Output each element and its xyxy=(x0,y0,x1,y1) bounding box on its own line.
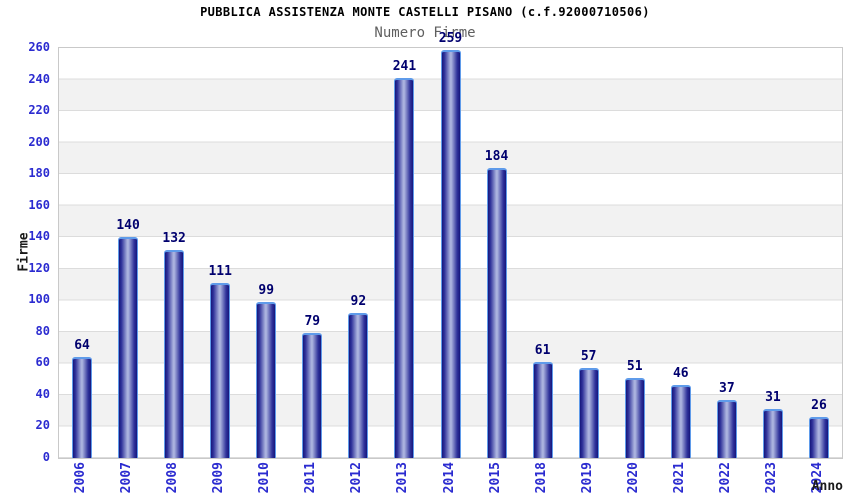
y-tick-label: 60 xyxy=(35,355,50,370)
x-tick-label: 2011 xyxy=(303,462,319,494)
bar-2020 xyxy=(624,377,645,458)
bar-2014 xyxy=(440,49,461,458)
bar-value-label: 140 xyxy=(116,218,140,234)
bar-2011 xyxy=(302,333,323,458)
bar-2009 xyxy=(210,282,231,458)
bar-2024 xyxy=(808,417,829,458)
bar-value-label: 259 xyxy=(438,30,463,46)
plot-area: 64 140 132 111 99 79 92 241 259 184 61 57 51 46 37 31 26 xyxy=(58,31,843,459)
x-tick-label: 2020 xyxy=(625,462,641,494)
y-tick-label: 220 xyxy=(28,103,50,118)
bar-2022 xyxy=(716,399,737,458)
bar-2019 xyxy=(578,368,599,458)
y-tick-label: 160 xyxy=(28,197,50,212)
chart-subtitle: Numero Firme xyxy=(374,25,476,41)
y-tick-label: 20 xyxy=(35,418,50,433)
bar-value-label: 64 xyxy=(74,338,90,354)
y-tick-label: 120 xyxy=(28,260,50,275)
bar-2007 xyxy=(118,237,139,458)
x-tick-label: 2014 xyxy=(441,462,457,494)
bar-value-label: 57 xyxy=(580,349,597,365)
bar-2010 xyxy=(256,301,277,458)
x-tick-label: 2021 xyxy=(671,462,687,494)
bar-value-label: 132 xyxy=(162,230,186,246)
x-tick-label: 2018 xyxy=(533,462,549,494)
bar-value-label: 99 xyxy=(258,282,275,298)
bar-value-label: 51 xyxy=(626,358,643,374)
x-tick-label: 2006 xyxy=(73,462,89,494)
y-tick-label: 180 xyxy=(28,166,50,181)
bar-value-label: 61 xyxy=(534,342,551,358)
bar-2021 xyxy=(670,385,691,458)
x-axis-title: Anno xyxy=(811,479,843,494)
y-tick-label: 260 xyxy=(28,40,50,54)
y-tick-label: 0 xyxy=(42,450,50,464)
bar-2012 xyxy=(348,312,369,458)
bar-value-label: 46 xyxy=(672,366,689,382)
bar-2013 xyxy=(394,77,415,458)
x-tick-label: 2022 xyxy=(717,462,733,494)
bar-value-label: 37 xyxy=(719,380,735,396)
x-tick-label: 2015 xyxy=(487,462,503,494)
bar-2023 xyxy=(762,409,783,458)
bar-value-label: 79 xyxy=(304,314,321,330)
x-tick-label: 2010 xyxy=(257,462,273,494)
y-tick-label: 40 xyxy=(35,386,50,401)
x-tick-label: 2007 xyxy=(119,462,135,494)
y-tick-label: 240 xyxy=(28,71,50,86)
y-tick-label: 140 xyxy=(28,229,50,244)
y-tick-label: 200 xyxy=(28,134,50,149)
bar-value-label: 241 xyxy=(392,58,417,74)
x-tick-label: 2012 xyxy=(349,462,365,494)
x-tick-label: 2013 xyxy=(395,462,411,494)
bar-value-label: 111 xyxy=(208,263,232,279)
x-tick-label: 2008 xyxy=(165,462,181,494)
bar-value-label: 31 xyxy=(765,390,781,406)
bar-2006 xyxy=(72,357,93,458)
x-tick-label: 2023 xyxy=(763,462,779,494)
y-tick-label: 100 xyxy=(28,292,50,307)
bar-2015 xyxy=(486,167,507,458)
bar-value-label: 92 xyxy=(350,293,367,309)
bar-value-label: 26 xyxy=(811,398,827,413)
bar-2018 xyxy=(532,361,553,458)
y-tick-label: 80 xyxy=(35,323,50,338)
x-tick-label: 2019 xyxy=(579,462,595,494)
x-tick-label: 2009 xyxy=(211,462,227,494)
bar-2008 xyxy=(164,249,185,458)
chart-title: PUBBLICA ASSISTENZA MONTE CASTELLI PISAN… xyxy=(200,5,650,19)
bar-value-label: 184 xyxy=(484,148,509,164)
